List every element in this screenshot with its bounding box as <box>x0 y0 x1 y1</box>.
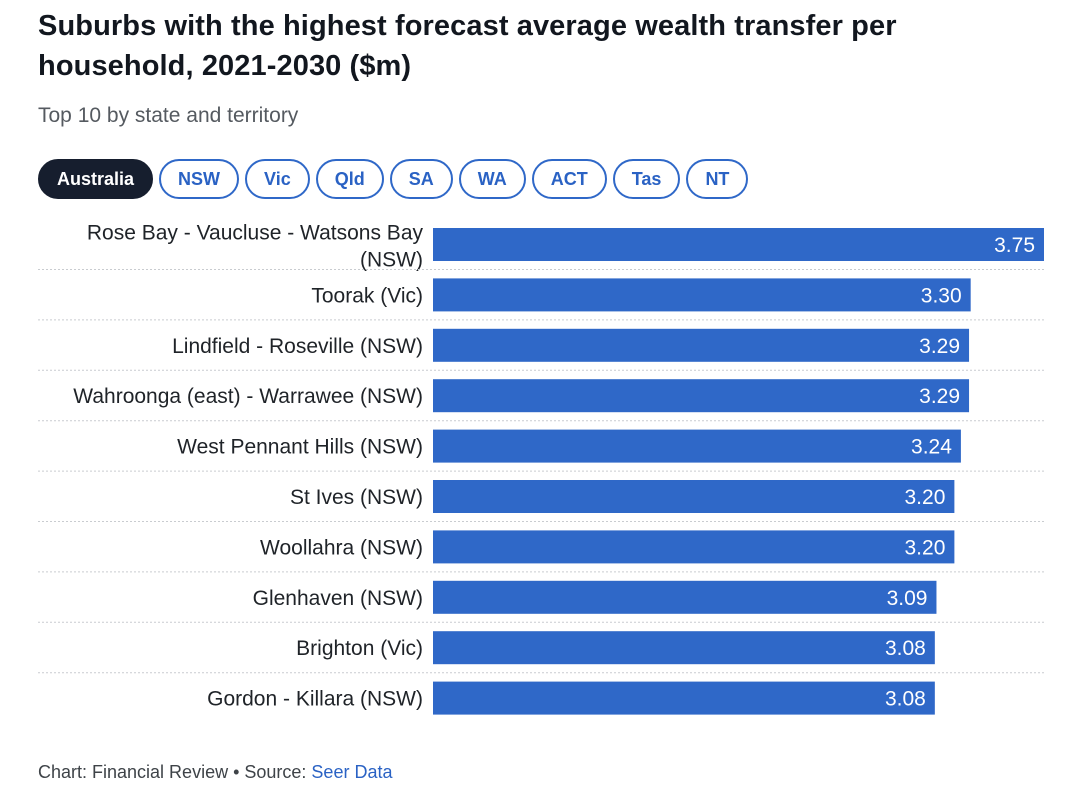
chart-title: Suburbs with the highest forecast averag… <box>38 10 897 82</box>
bar-value-label: 3.75 <box>994 234 1035 257</box>
bar[interactable] <box>433 429 961 463</box>
region-tabs: Australia NSW Vic Qld SA WA ACT Tas NT <box>38 159 749 199</box>
bar[interactable] <box>433 328 970 362</box>
tab-tas[interactable]: Tas <box>612 159 681 199</box>
source-link[interactable]: Seer Data <box>311 762 393 782</box>
bar[interactable] <box>433 681 935 715</box>
chart-subtitle: Top 10 by state and territory <box>38 104 299 127</box>
bar[interactable] <box>433 580 937 614</box>
bar[interactable] <box>433 631 935 665</box>
category-label: Woollahra (NSW) <box>260 536 423 559</box>
tab-sa[interactable]: SA <box>389 159 453 199</box>
category-label: West Pennant Hills (NSW) <box>177 436 423 459</box>
bar-value-label: 3.29 <box>919 385 960 408</box>
bar-value-label: 3.20 <box>905 536 946 559</box>
bar-value-label: 3.08 <box>885 688 926 711</box>
tab-qld[interactable]: Qld <box>315 159 384 199</box>
category-label: Brighton (Vic) <box>296 637 423 660</box>
bar-value-label: 3.30 <box>921 284 962 307</box>
bar-value-label: 3.24 <box>911 436 952 459</box>
tab-nsw[interactable]: NSW <box>159 159 240 199</box>
tab-australia[interactable]: Australia <box>38 159 154 199</box>
tab-wa[interactable]: WA <box>458 159 526 199</box>
category-label: Gordon - Killara (NSW) <box>207 688 423 711</box>
tab-vic[interactable]: Vic <box>245 159 310 199</box>
category-label: Lindfield - Roseville (NSW) <box>172 335 423 358</box>
bar[interactable] <box>433 379 970 413</box>
category-label: Rose Bay - Vaucluse - Watsons Bay (NSW) <box>87 222 424 272</box>
chart-footer: Chart: Financial Review • Source: Seer D… <box>38 760 392 784</box>
category-label: Wahroonga (east) - Warrawee (NSW) <box>73 385 423 408</box>
tab-nt[interactable]: NT <box>686 159 749 199</box>
bar-value-label: 3.20 <box>905 486 946 509</box>
footer-credit: Chart: Financial Review • Source: <box>38 762 312 782</box>
bar-value-label: 3.09 <box>887 587 928 610</box>
tab-act[interactable]: ACT <box>531 159 607 199</box>
category-label: St Ives (NSW) <box>290 486 423 509</box>
bar[interactable] <box>433 530 955 564</box>
bar-value-label: 3.08 <box>885 637 926 660</box>
bar[interactable] <box>433 228 1044 261</box>
category-label: Toorak (Vic) <box>311 284 423 307</box>
bar[interactable] <box>433 278 971 312</box>
bar-value-label: 3.29 <box>919 335 960 358</box>
bar-chart: 3.75 Rose Bay - Vaucluse - Watsons Bay (NS… <box>38 222 1044 715</box>
bar[interactable] <box>433 480 955 513</box>
category-label: Glenhaven (NSW) <box>253 587 423 610</box>
